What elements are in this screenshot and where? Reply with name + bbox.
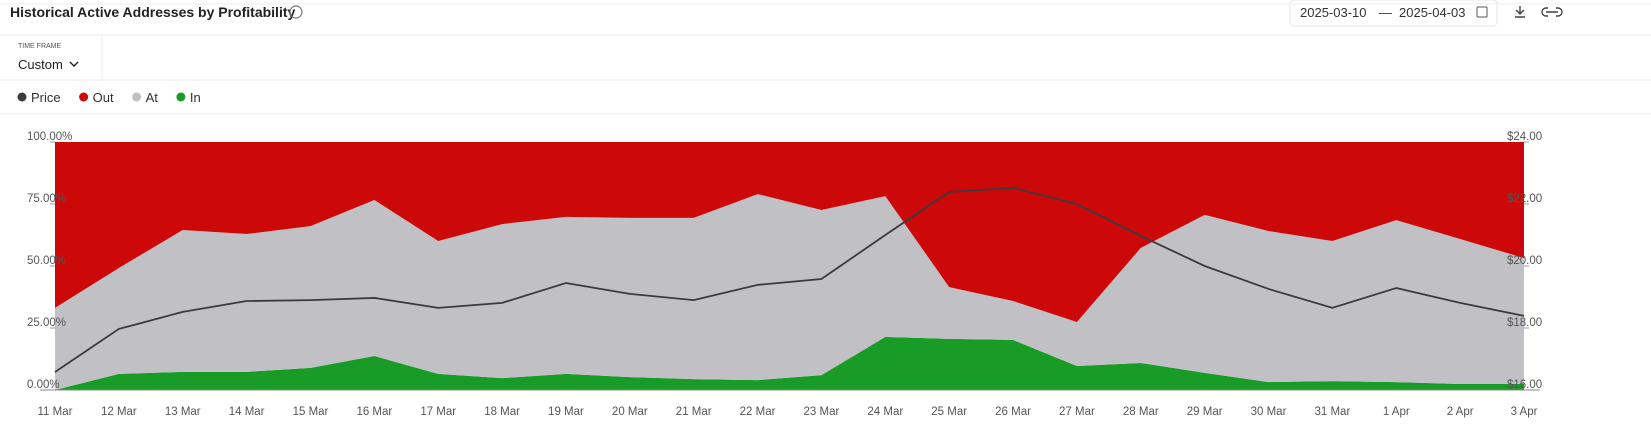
legend-swatch[interactable] — [176, 92, 186, 102]
y-tick-label: 100.00% — [27, 131, 72, 143]
y2-tick-label: $22.00 — [1507, 193, 1542, 205]
x-tick-label: 1 Apr — [1383, 406, 1410, 418]
x-tick-label: 21 Mar — [676, 406, 712, 418]
title: Historical Active Addresses by Profitabi… — [10, 4, 295, 20]
legend-label[interactable]: At — [146, 90, 159, 105]
x-tick-label: 27 Mar — [1059, 406, 1095, 418]
y2-tick-label: $24.00 — [1507, 131, 1542, 143]
y2-tick-label: $16.00 — [1507, 379, 1542, 391]
date-end: 2025-04-03 — [1399, 5, 1466, 20]
x-tick-label: 16 Mar — [356, 406, 392, 418]
date-range[interactable] — [1289, 0, 1498, 27]
x-tick-label: 29 Mar — [1187, 406, 1223, 418]
x-tick-label: 14 Mar — [229, 406, 265, 418]
date-separator: — — [1379, 5, 1392, 20]
y-tick-label: 0.00% — [27, 379, 60, 391]
x-tick-label: 26 Mar — [995, 406, 1031, 418]
date-start: 2025-03-10 — [1300, 5, 1367, 20]
x-tick-label: 23 Mar — [804, 406, 840, 418]
y2-tick-label: $18.00 — [1507, 317, 1542, 329]
time-frame-label: TIME FRAME — [18, 43, 61, 50]
area — [55, 142, 1524, 323]
y-tick-label: 75.00% — [27, 193, 66, 205]
y-tick-label: 50.00% — [27, 255, 66, 267]
x-tick-label: 19 Mar — [548, 406, 584, 418]
legend-swatch[interactable] — [79, 92, 89, 102]
legend-label[interactable]: Price — [31, 90, 61, 105]
link-icon[interactable] — [1541, 7, 1563, 17]
y-tick-label: 25.00% — [27, 317, 66, 329]
x-tick-label: 31 Mar — [1314, 406, 1350, 418]
download-icon[interactable] — [1515, 6, 1525, 18]
x-tick-label: 12 Mar — [101, 406, 137, 418]
plot: 0.00% 25.00% 50.00% 75.00% 100.00% $16.00 $18.… — [27, 131, 1542, 418]
legend-swatch[interactable] — [132, 92, 142, 102]
y2-tick-label: $20.00 — [1507, 255, 1542, 267]
area — [55, 336, 1524, 390]
legend-label[interactable]: Out — [93, 90, 114, 105]
x-tick-label: 3 Apr — [1511, 406, 1538, 418]
help-icon[interactable] — [289, 5, 303, 19]
x-tick-label: 24 Mar — [867, 406, 903, 418]
price-line — [54, 186, 1525, 373]
x-tick-label: 2 Apr — [1447, 406, 1474, 418]
x-tick-label: 15 Mar — [293, 406, 329, 418]
x-tick-label: 17 Mar — [420, 406, 456, 418]
x-tick-label: 25 Mar — [931, 406, 967, 418]
x-tick-label: 30 Mar — [1251, 406, 1287, 418]
legend-swatch[interactable] — [17, 92, 27, 102]
x-tick-label: 11 Mar — [38, 406, 73, 418]
x-tick-label: 28 Mar — [1123, 406, 1159, 418]
dropdown-icon[interactable] — [69, 61, 79, 67]
x-tick-label: 22 Mar — [740, 406, 776, 418]
x-tick-label: 20 Mar — [612, 406, 648, 418]
calendar-icon[interactable] — [1476, 6, 1488, 18]
x-tick-label: 18 Mar — [484, 406, 520, 418]
time-frame-value[interactable]: Custom — [18, 57, 63, 72]
legend-label[interactable]: In — [190, 90, 201, 105]
legend: Price Out At In — [17, 90, 201, 105]
x-tick-label: 13 Mar — [165, 406, 201, 418]
